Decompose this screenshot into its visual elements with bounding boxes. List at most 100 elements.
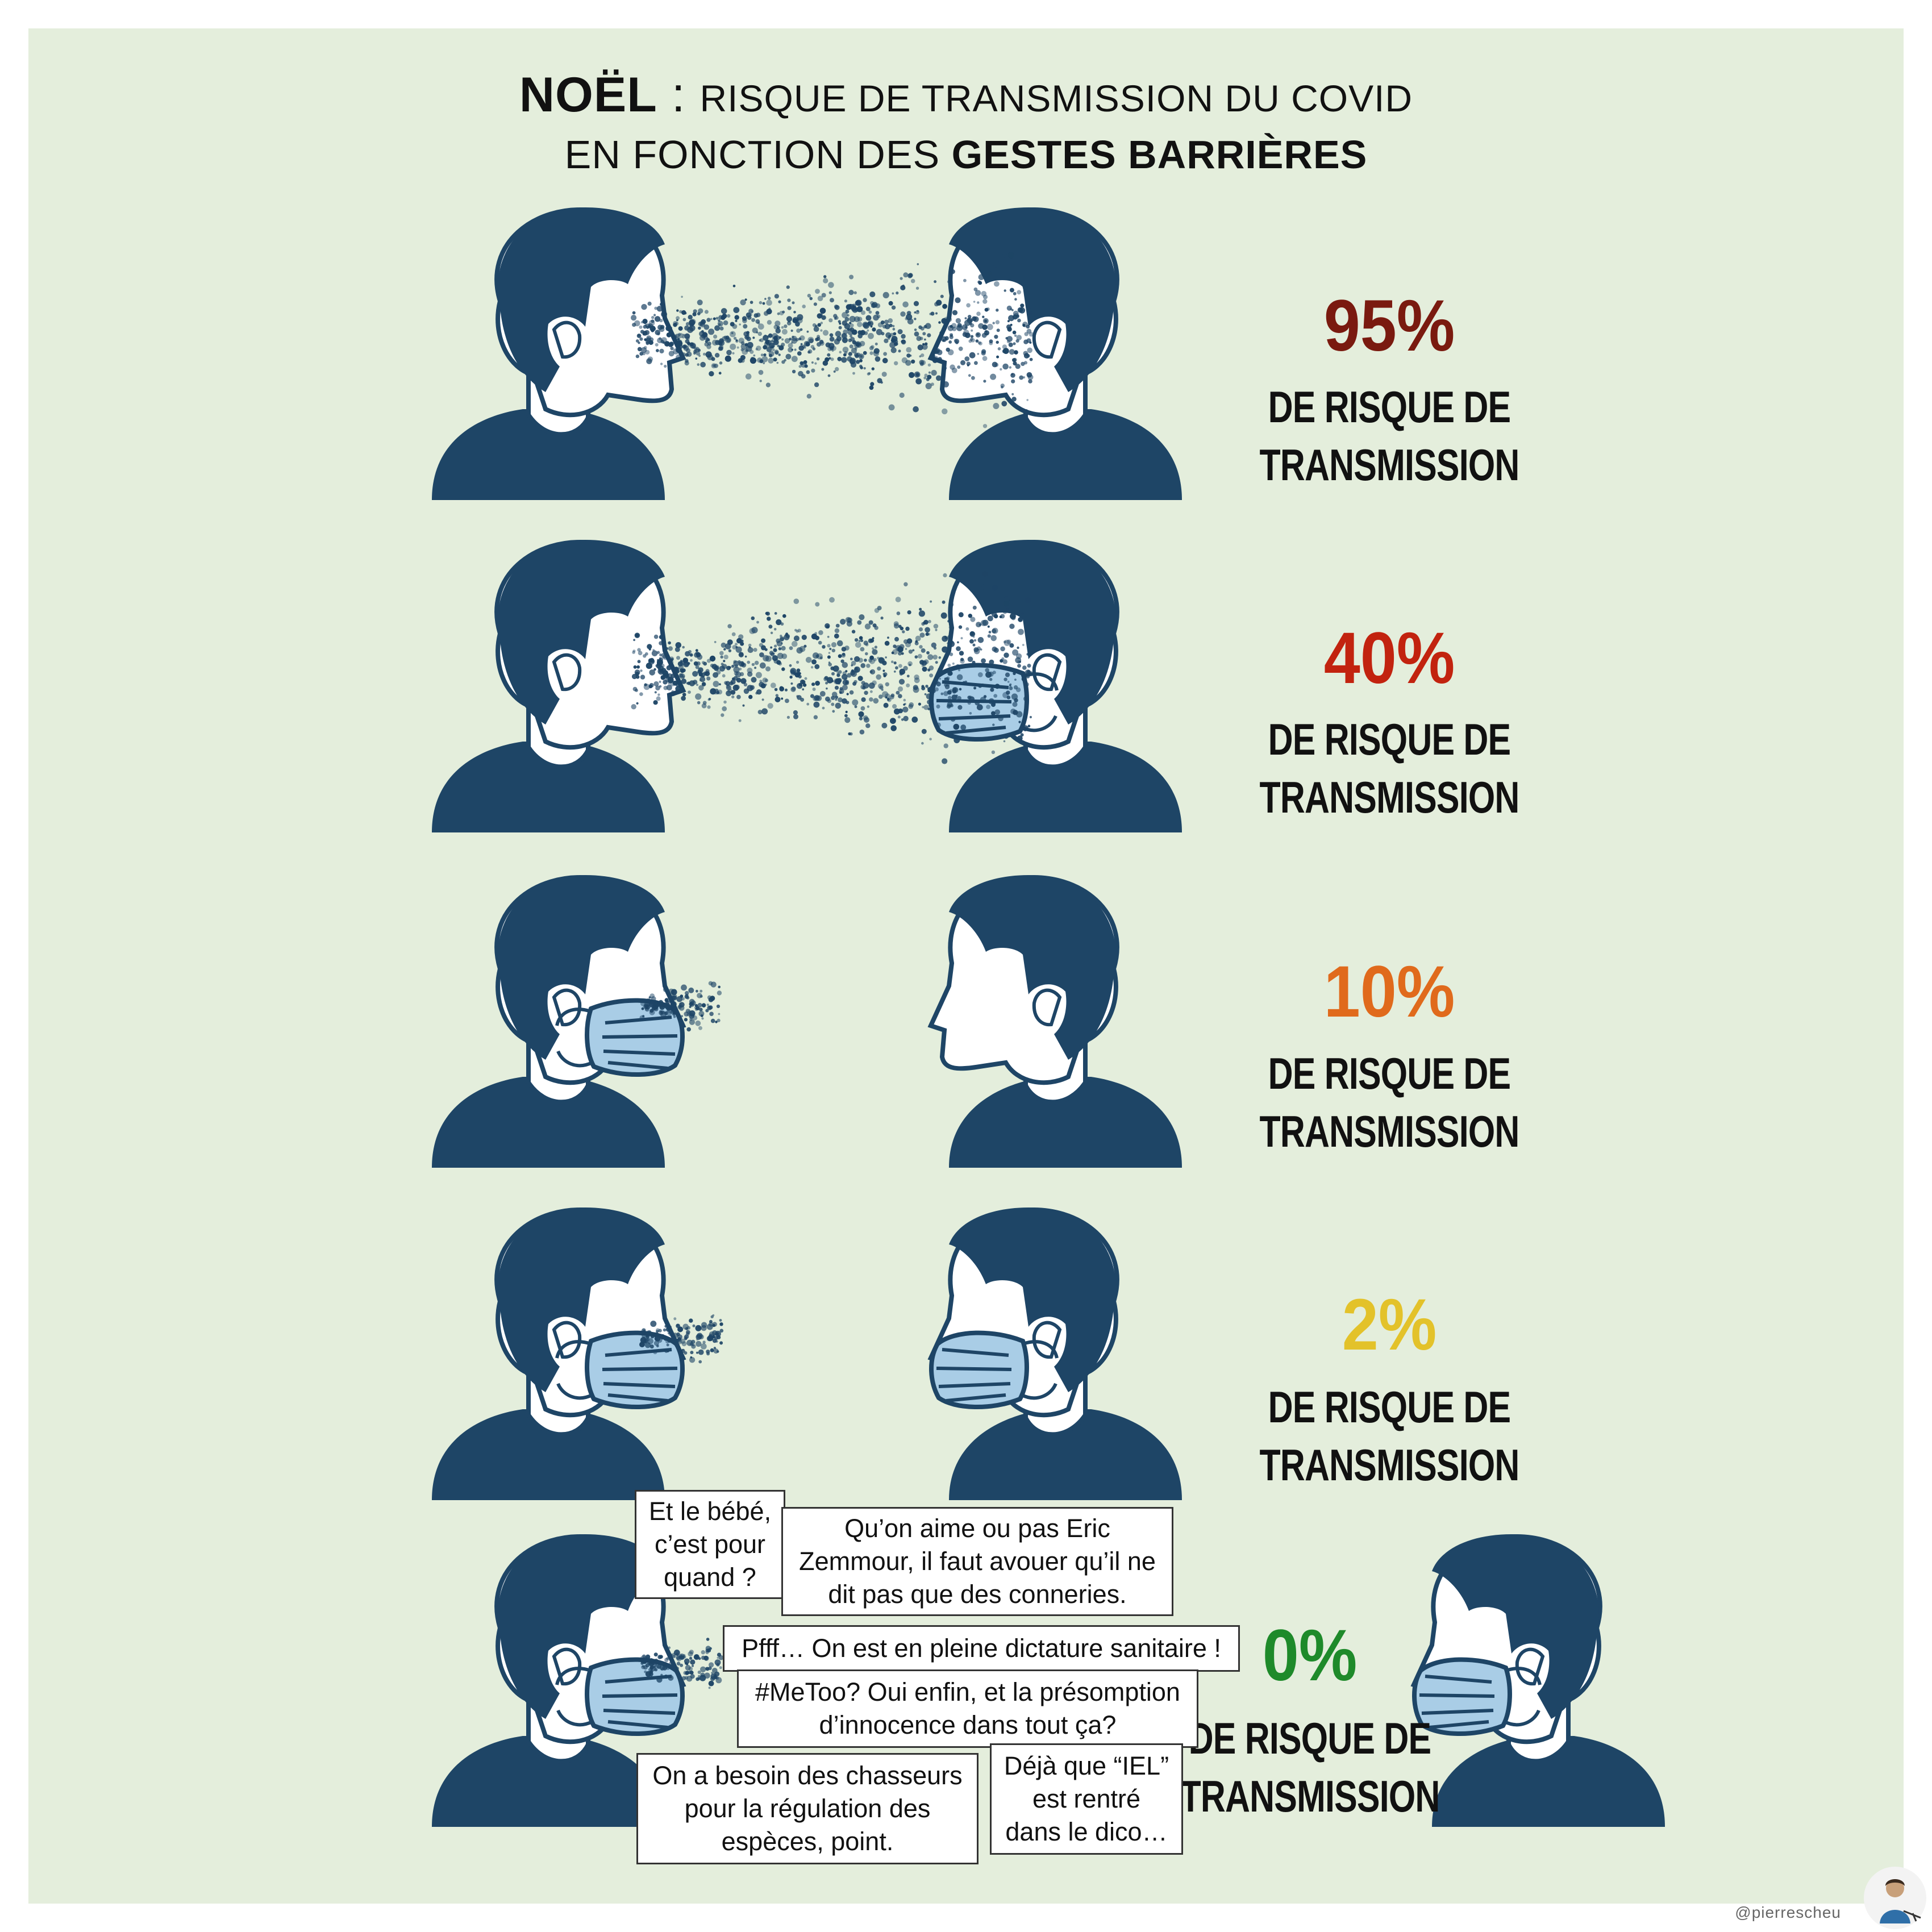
droplet — [710, 318, 713, 320]
droplet — [926, 693, 932, 699]
droplet — [745, 336, 748, 339]
droplet — [1026, 354, 1030, 358]
droplet — [994, 335, 998, 339]
droplet — [649, 1009, 655, 1015]
droplet — [924, 338, 926, 341]
droplet — [683, 658, 686, 661]
droplet — [985, 671, 992, 678]
droplet — [708, 1680, 714, 1687]
droplet — [903, 698, 906, 702]
droplet — [653, 1350, 657, 1355]
droplet — [716, 1663, 720, 1667]
droplet — [1026, 653, 1029, 656]
droplet — [709, 1322, 714, 1327]
droplet — [919, 355, 922, 358]
droplet — [947, 280, 950, 284]
droplet — [1006, 324, 1011, 330]
droplet — [761, 698, 764, 701]
droplet — [859, 717, 863, 721]
droplet — [950, 269, 955, 274]
droplet — [957, 705, 963, 710]
droplet — [827, 353, 831, 357]
droplet — [792, 640, 798, 647]
droplet — [821, 315, 827, 320]
droplet — [939, 331, 944, 336]
droplet — [870, 382, 875, 386]
droplet — [735, 319, 738, 322]
row2-risk-line2: TRANSMISSION — [1259, 772, 1519, 822]
droplet — [927, 654, 934, 660]
droplet — [761, 638, 766, 643]
droplet — [947, 663, 951, 667]
droplet — [639, 325, 643, 329]
droplet — [892, 324, 895, 328]
droplet — [873, 657, 877, 661]
droplet — [794, 348, 797, 351]
droplet — [719, 361, 723, 365]
droplet — [653, 314, 656, 317]
bubble-line: Et le bébé, — [648, 1497, 772, 1526]
droplet — [864, 623, 871, 630]
droplet — [649, 1344, 654, 1349]
droplet — [1009, 643, 1014, 648]
droplet — [660, 1673, 663, 1676]
droplet — [935, 661, 938, 664]
droplet — [963, 330, 969, 336]
droplet — [967, 656, 973, 662]
droplet — [676, 316, 680, 320]
droplet — [778, 345, 784, 351]
droplet — [662, 313, 665, 317]
droplet — [825, 357, 830, 363]
droplet — [944, 677, 947, 680]
droplet — [1023, 339, 1029, 344]
droplet — [1002, 363, 1009, 370]
droplet — [951, 323, 957, 328]
droplet — [698, 672, 703, 677]
droplet — [713, 1347, 717, 1350]
droplet — [901, 357, 908, 364]
droplet — [956, 674, 963, 681]
droplet — [719, 1319, 722, 1322]
bubble-line: espèces, point. — [721, 1827, 894, 1856]
droplet — [815, 681, 820, 686]
droplet — [692, 1344, 694, 1347]
droplet — [690, 1674, 695, 1679]
droplet — [698, 1026, 702, 1030]
droplet — [712, 656, 715, 658]
droplet — [849, 315, 856, 323]
droplet — [664, 998, 668, 1002]
droplet — [727, 314, 731, 318]
droplet — [766, 299, 772, 306]
droplet — [900, 626, 904, 631]
bubble-line: Qu’on aime ou pas Eric — [844, 1514, 1110, 1543]
droplet — [1002, 659, 1007, 664]
droplet — [860, 706, 865, 711]
droplet — [893, 621, 899, 627]
droplet — [765, 382, 771, 388]
droplet — [978, 281, 982, 285]
droplet — [642, 1333, 647, 1338]
droplet — [851, 305, 857, 311]
droplet — [703, 661, 707, 666]
droplet — [909, 372, 915, 378]
droplet — [631, 673, 638, 680]
droplet — [1022, 323, 1026, 327]
droplet — [655, 664, 659, 667]
droplet — [682, 318, 686, 322]
droplet — [982, 571, 988, 577]
droplet — [684, 1018, 688, 1022]
droplet — [956, 646, 961, 651]
droplet — [668, 326, 672, 330]
droplet — [660, 363, 663, 365]
droplet — [832, 710, 835, 713]
droplet — [914, 328, 917, 331]
droplet — [747, 647, 753, 653]
bubble-iel: Déjà que “IEL” est rentré dans le dico… — [990, 1743, 1183, 1855]
droplet — [817, 653, 823, 660]
bubble-line: quand ? — [664, 1563, 756, 1592]
droplet — [714, 665, 719, 671]
droplet — [742, 318, 747, 323]
droplet — [884, 640, 890, 646]
droplet — [790, 682, 793, 685]
droplet — [936, 704, 940, 709]
